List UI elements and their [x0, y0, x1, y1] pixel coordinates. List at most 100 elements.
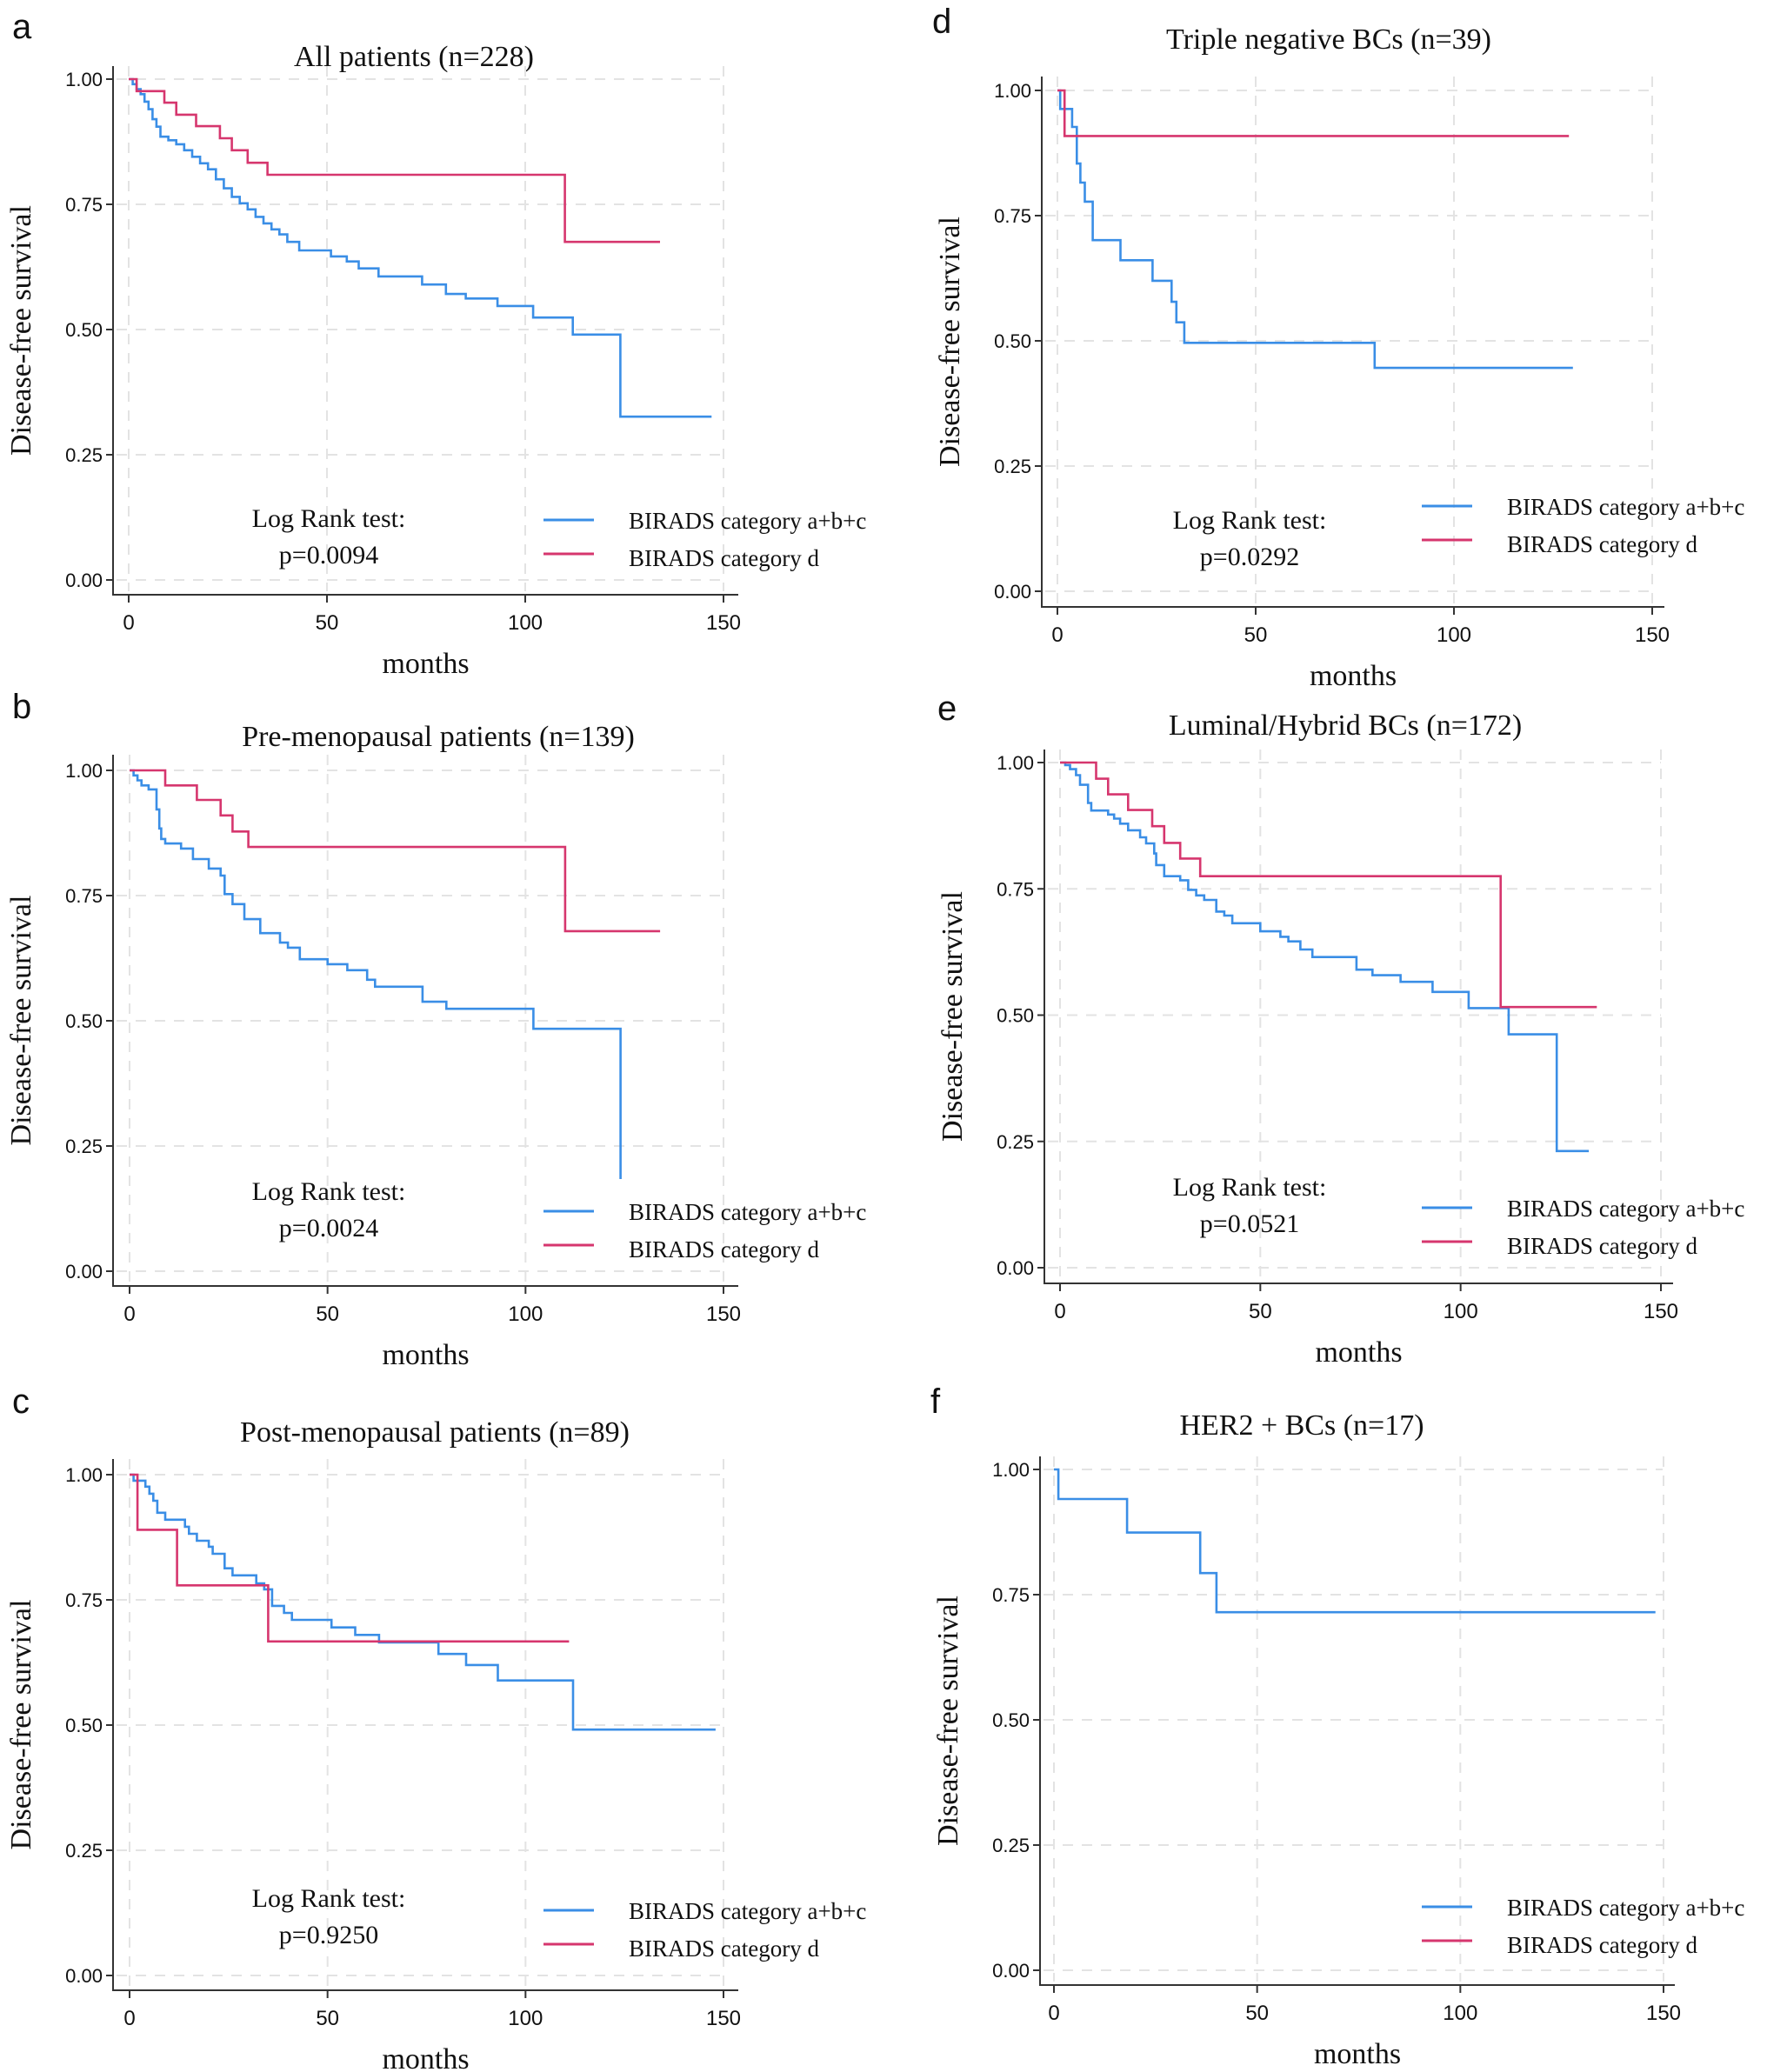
- y-tick-label: 0.50: [65, 319, 103, 341]
- logrank-label: Log Rank test:: [252, 504, 406, 533]
- legend: BIRADS category a+b+c BIRADS category d: [543, 1898, 866, 1962]
- y-tick-label: 0.50: [65, 1010, 103, 1032]
- y-tick-label: 0.50: [994, 330, 1031, 352]
- x-axis-label: months: [382, 2043, 469, 2072]
- y-tick-label: 0.00: [997, 1257, 1034, 1279]
- x-tick-label: 50: [316, 1302, 339, 1326]
- legend: BIRADS category a+b+c BIRADS category d: [543, 1199, 866, 1263]
- y-tick-label: 1.00: [994, 80, 1031, 102]
- y-tick-label: 0.25: [65, 1136, 103, 1157]
- x-tick-label: 100: [508, 2007, 543, 2030]
- x-tick-label: 150: [1646, 2002, 1681, 2025]
- panel-title: Triple negative BCs (n=39): [1166, 23, 1491, 56]
- panel-letter: d: [932, 3, 951, 41]
- x-tick-label: 50: [1244, 623, 1268, 647]
- y-tick-label: 0.00: [65, 1965, 103, 1987]
- x-tick-label: 150: [706, 611, 741, 635]
- x-axis-label: months: [1315, 1336, 1402, 1369]
- legend-label-d: BIRADS category d: [1507, 531, 1697, 557]
- panel-title: Luminal/Hybrid BCs (n=172): [1169, 710, 1522, 742]
- y-tick-label: 1.00: [997, 752, 1034, 774]
- x-tick-label: 150: [1635, 623, 1670, 647]
- y-tick-label: 0.50: [997, 1005, 1034, 1027]
- y-tick-label: 0.75: [992, 1584, 1030, 1606]
- y-tick-label: 0.00: [994, 581, 1031, 603]
- x-axis-label: months: [382, 1339, 469, 1371]
- y-axis-label: Disease-free survival: [5, 205, 37, 456]
- x-tick-label: 50: [316, 2007, 339, 2030]
- legend: BIRADS category a+b+c BIRADS category d: [1422, 1895, 1744, 1958]
- x-tick-label: 100: [1443, 2002, 1477, 2025]
- km-panel-e: e Luminal/Hybrid BCs (n=172) 0.00 0.25 0.50 0…: [937, 690, 1744, 1369]
- panel-letter: e: [937, 690, 957, 728]
- legend-label-abc: BIRADS category a+b+c: [1507, 494, 1744, 520]
- y-tick-label: 0.25: [997, 1131, 1034, 1153]
- survival-curve-abc: [129, 77, 712, 418]
- y-tick-label: 0.50: [992, 1709, 1030, 1731]
- x-tick-label: 100: [508, 611, 543, 635]
- y-tick-label: 0.25: [994, 456, 1031, 477]
- y-tick-label: 0.25: [65, 1840, 103, 1862]
- y-tick-label: 0.25: [992, 1835, 1030, 1856]
- legend: BIRADS category a+b+c BIRADS category d: [543, 508, 866, 571]
- x-axis-label: months: [1310, 660, 1397, 692]
- x-tick-label: 100: [1437, 623, 1471, 647]
- logrank-p-value: p=0.9250: [279, 1921, 378, 1949]
- y-axis-label: Disease-free survival: [5, 1600, 37, 1850]
- y-tick-label: 0.00: [65, 570, 103, 591]
- y-tick-label: 0.75: [997, 878, 1034, 900]
- x-tick-label: 50: [316, 611, 339, 635]
- x-axis-label: months: [1314, 2038, 1401, 2070]
- panel-title: Post-menopausal patients (n=89): [240, 1416, 630, 1449]
- y-tick-label: 0.75: [65, 1589, 103, 1611]
- km-panel-c: c Post-menopausal patients (n=89) 0.00 0.25…: [5, 1382, 866, 2072]
- y-tick-label: 0.50: [65, 1715, 103, 1736]
- x-tick-label: 0: [123, 1302, 135, 1326]
- legend-label-d: BIRADS category d: [629, 1935, 819, 1962]
- y-tick-label: 0.75: [994, 205, 1031, 227]
- survival-curve-abc: [1054, 1468, 1656, 1614]
- x-tick-label: 150: [706, 1302, 741, 1326]
- x-tick-label: 0: [1051, 623, 1063, 647]
- panel-letter: f: [930, 1382, 941, 1421]
- y-axis-label: Disease-free survival: [5, 896, 37, 1146]
- x-tick-label: 150: [706, 2007, 741, 2030]
- x-tick-label: 100: [1444, 1300, 1478, 1323]
- logrank-label: Log Rank test:: [1173, 506, 1327, 535]
- y-axis-label: Disease-free survival: [932, 1596, 964, 1846]
- logrank-label: Log Rank test:: [1173, 1173, 1327, 1202]
- km-panel-b: b Pre-menopausal patients (n=139) 0.00 0.25…: [5, 688, 866, 1371]
- y-tick-label: 1.00: [992, 1459, 1030, 1481]
- y-tick-label: 0.25: [65, 444, 103, 466]
- survival-curve-abc: [1057, 89, 1573, 370]
- logrank-p-value: p=0.0521: [1200, 1209, 1299, 1238]
- legend-label-d: BIRADS category d: [1507, 1932, 1697, 1958]
- x-tick-label: 100: [508, 1302, 543, 1326]
- logrank-p-value: p=0.0094: [279, 541, 378, 570]
- legend-label-abc: BIRADS category a+b+c: [629, 1199, 866, 1225]
- x-axis-label: months: [382, 648, 469, 680]
- panel-letter: a: [12, 8, 32, 46]
- panel-letter: b: [12, 688, 31, 726]
- logrank-p-value: p=0.0292: [1200, 543, 1299, 571]
- y-tick-label: 0.00: [65, 1261, 103, 1283]
- y-axis-label: Disease-free survival: [934, 217, 966, 467]
- legend-label-abc: BIRADS category a+b+c: [1507, 1196, 1744, 1222]
- survival-curve-abc: [1060, 761, 1590, 1153]
- y-tick-label: 0.75: [65, 885, 103, 907]
- y-axis-label: Disease-free survival: [937, 891, 969, 1142]
- km-panel-f: f HER2 + BCs (n=17) 0.00 0.25 0.50 0.75 1.00 0 5…: [930, 1382, 1744, 2070]
- km-panel-d: d Triple negative BCs (n=39) 0.00 0.25 0.50 0…: [932, 3, 1744, 692]
- y-tick-label: 1.00: [65, 69, 103, 90]
- y-tick-label: 1.00: [65, 760, 103, 782]
- panel-title: All patients (n=228): [294, 41, 534, 73]
- x-tick-label: 50: [1245, 2002, 1269, 2025]
- survival-curve-d: [1060, 761, 1597, 1009]
- legend: BIRADS category a+b+c BIRADS category d: [1422, 494, 1744, 557]
- legend-label-d: BIRADS category d: [629, 545, 819, 571]
- x-tick-label: 0: [123, 611, 134, 635]
- survival-curve-d: [1057, 89, 1570, 137]
- x-tick-label: 0: [123, 2007, 135, 2030]
- y-tick-label: 0.00: [992, 1960, 1030, 1982]
